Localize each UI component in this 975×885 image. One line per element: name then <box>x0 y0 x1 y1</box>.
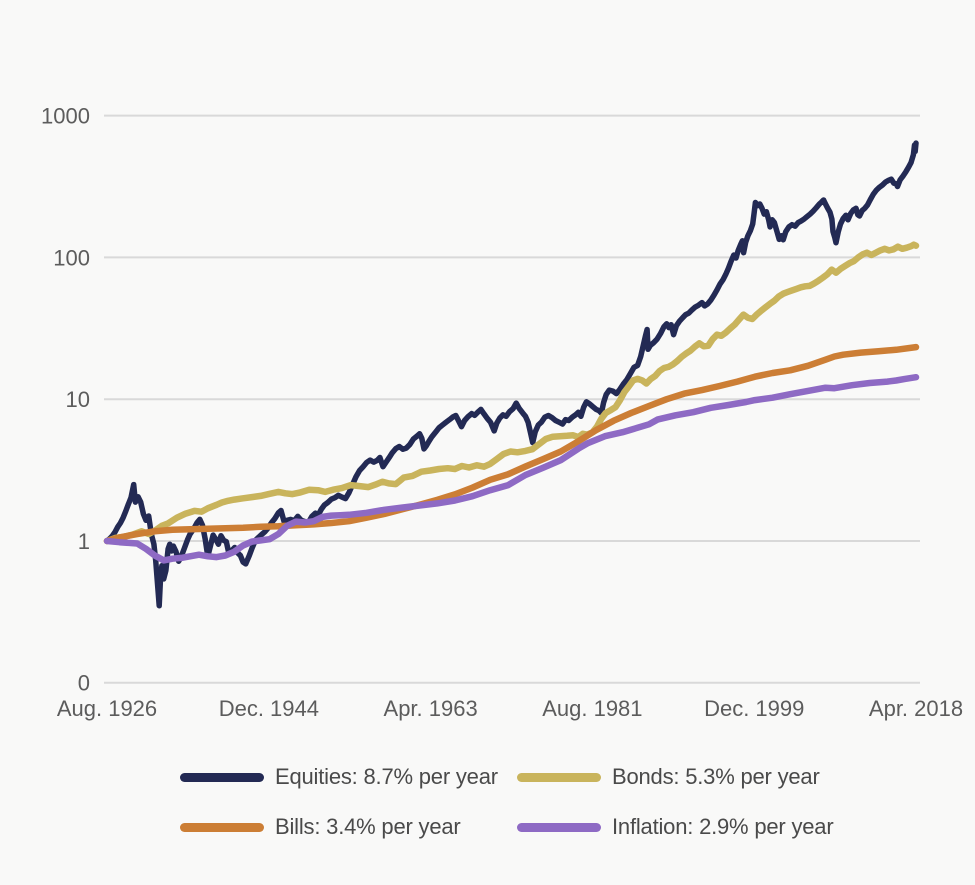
series-line-bonds <box>103 241 920 545</box>
legend-swatch-equities <box>180 772 264 782</box>
legend-item-equities: Equities: 8.7% per year <box>180 752 517 802</box>
legend-swatch-bonds <box>517 772 601 782</box>
legend-item-bonds: Bonds: 5.3% per year <box>517 752 833 802</box>
y-axis-tick-label: 1 <box>78 529 90 554</box>
y-axis-tick-label: 1000 <box>41 104 90 129</box>
series-line-inflation <box>103 373 920 564</box>
legend-item-inflation: Inflation: 2.9% per year <box>517 802 834 852</box>
series-line-equities <box>104 140 919 609</box>
x-axis-tick-label: Aug. 1981 <box>542 696 642 721</box>
series-line-bills <box>103 343 920 545</box>
legend-swatch-inflation <box>517 822 601 832</box>
legend-label-inflation: Inflation: 2.9% per year <box>612 814 834 839</box>
x-axis-tick-label: Dec. 1999 <box>704 696 804 721</box>
y-axis-tick-label: 0 <box>78 671 90 696</box>
legend-swatch-bills <box>180 822 264 832</box>
legend-item-bills: Bills: 3.4% per year <box>180 802 517 852</box>
y-axis-tick-label: 10 <box>66 387 90 412</box>
y-axis-tick-label: 100 <box>53 245 90 270</box>
legend-label-bills: Bills: 3.4% per year <box>275 814 461 839</box>
legend-label-equities: Equities: 8.7% per year <box>275 764 498 789</box>
legend: Equities: 8.7% per year Bonds: 5.3% per … <box>180 752 834 852</box>
x-axis-tick-label: Apr. 2018 <box>869 696 963 721</box>
x-axis-tick-label: Aug. 1926 <box>57 696 157 721</box>
legend-label-bonds: Bonds: 5.3% per year <box>612 764 820 789</box>
x-axis-tick-label: Apr. 1963 <box>384 696 478 721</box>
x-axis-tick-label: Dec. 1944 <box>219 696 319 721</box>
